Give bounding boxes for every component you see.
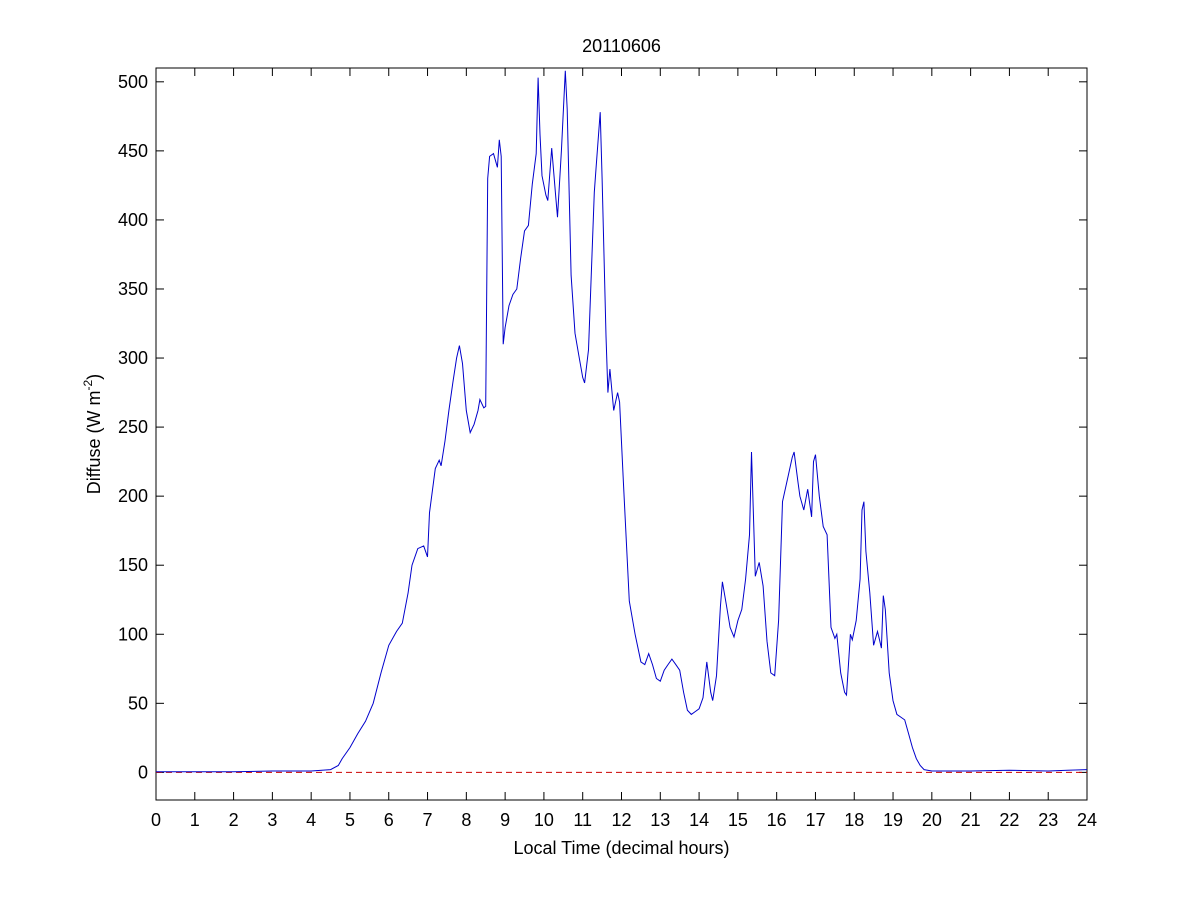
- x-tick-label: 22: [999, 810, 1019, 830]
- axis-ticks: [155, 68, 1088, 800]
- x-tick-label: 14: [689, 810, 709, 830]
- x-tick-label: 4: [306, 810, 316, 830]
- y-tick-label: 250: [118, 417, 148, 437]
- y-tick-label: 100: [118, 624, 148, 644]
- x-tick-label: 8: [461, 810, 471, 830]
- y-axis-title-main: Diffuse (W m: [84, 390, 104, 494]
- y-tick-label: 0: [138, 762, 148, 782]
- x-tick-label: 3: [267, 810, 277, 830]
- tick-labels: 0 1 2 3 4 5 6 7 8 9 10 11 12 13 14 15 16 17 18 19 20 21 22 23 24…: [118, 72, 1097, 830]
- x-tick-label: 9: [500, 810, 510, 830]
- x-tick-label: 23: [1038, 810, 1058, 830]
- x-tick-label: 6: [384, 810, 394, 830]
- y-axis-title: Diffuse (W m-2): [81, 374, 104, 494]
- x-tick-label: 0: [151, 810, 161, 830]
- y-axis-title-suffix: ): [84, 374, 104, 380]
- y-tick-label: 400: [118, 210, 148, 230]
- x-tick-label: 5: [345, 810, 355, 830]
- y-tick-label: 50: [128, 693, 148, 713]
- x-tick-label: 2: [229, 810, 239, 830]
- y-tick-label: 450: [118, 141, 148, 161]
- y-tick-label: 200: [118, 486, 148, 506]
- y-tick-label: 300: [118, 348, 148, 368]
- x-tick-label: 1: [190, 810, 200, 830]
- diffuse-series-line: [156, 70, 1088, 773]
- x-tick-label: 15: [728, 810, 748, 830]
- x-tick-label: 12: [611, 810, 631, 830]
- x-tick-label: 18: [844, 810, 864, 830]
- x-tick-label: 21: [961, 810, 981, 830]
- x-axis-title: Local Time (decimal hours): [513, 838, 729, 858]
- x-tick-label: 11: [573, 810, 592, 830]
- chart-title: 20110606: [582, 36, 661, 56]
- x-tick-label: 7: [423, 810, 433, 830]
- y-tick-label: 350: [118, 279, 148, 299]
- x-tick-label: 20: [922, 810, 942, 830]
- x-tick-label: 13: [650, 810, 670, 830]
- y-tick-label: 150: [118, 555, 148, 575]
- x-tick-label: 17: [805, 810, 825, 830]
- x-tick-label: 10: [534, 810, 554, 830]
- x-tick-label: 19: [883, 810, 903, 830]
- y-axis-title-superscript: -2: [81, 379, 95, 390]
- x-tick-label: 24: [1077, 810, 1097, 830]
- x-tick-label: 16: [767, 810, 787, 830]
- y-tick-label: 500: [118, 72, 148, 92]
